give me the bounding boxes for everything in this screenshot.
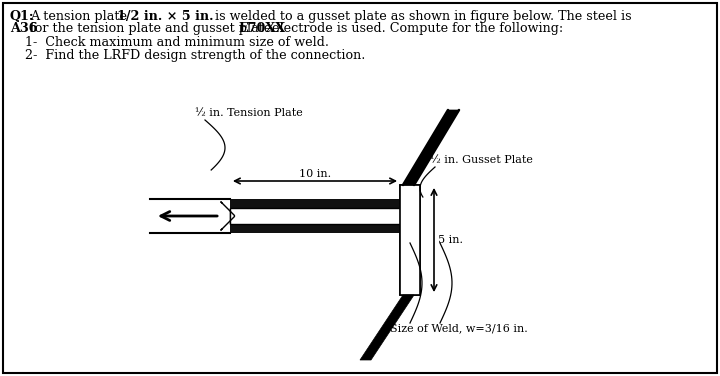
Text: Q1:: Q1: xyxy=(10,10,35,23)
Text: is welded to a gusset plate as shown in figure below. The steel is: is welded to a gusset plate as shown in … xyxy=(215,10,631,23)
Text: ½ in. Gusset Plate: ½ in. Gusset Plate xyxy=(430,155,533,165)
Bar xyxy=(230,224,420,233)
Text: electrode is used. Compute for the following:: electrode is used. Compute for the follo… xyxy=(272,22,563,35)
Text: 2-  Find the LRFD design strength of the connection.: 2- Find the LRFD design strength of the … xyxy=(25,49,365,62)
Text: 10 in.: 10 in. xyxy=(299,169,331,179)
Text: for the tension plate and gusset plate.: for the tension plate and gusset plate. xyxy=(30,22,279,35)
Bar xyxy=(230,199,400,208)
Text: 1/2 in. × 5 in.: 1/2 in. × 5 in. xyxy=(117,10,214,23)
Polygon shape xyxy=(403,110,459,185)
Text: A tension plate: A tension plate xyxy=(30,10,131,23)
Bar xyxy=(400,185,420,295)
Text: Size of Weld, w=3/16 in.: Size of Weld, w=3/16 in. xyxy=(390,323,528,333)
Polygon shape xyxy=(360,295,414,360)
Text: E70XX: E70XX xyxy=(238,22,285,35)
Bar xyxy=(230,208,400,224)
Text: 5 in.: 5 in. xyxy=(438,235,463,245)
Bar xyxy=(230,208,400,224)
Bar xyxy=(230,199,420,208)
Text: A36: A36 xyxy=(10,22,37,35)
Text: ½ in. Tension Plate: ½ in. Tension Plate xyxy=(195,108,302,118)
Bar xyxy=(400,185,420,295)
Text: 1-  Check maximum and minimum size of weld.: 1- Check maximum and minimum size of wel… xyxy=(25,36,329,49)
Bar xyxy=(230,224,400,233)
